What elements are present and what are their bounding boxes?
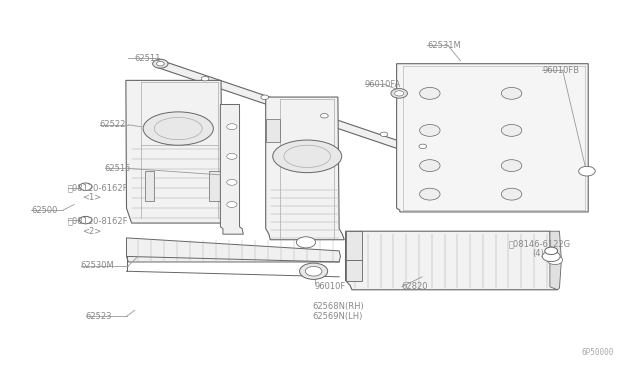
Polygon shape	[346, 260, 362, 280]
Circle shape	[547, 256, 563, 264]
Text: 62820: 62820	[402, 282, 428, 291]
Text: <1>: <1>	[82, 193, 101, 202]
Circle shape	[227, 153, 237, 159]
Text: Ⓑ08146-6122G: Ⓑ08146-6122G	[509, 239, 571, 248]
Text: 96010F: 96010F	[315, 282, 346, 291]
Circle shape	[501, 188, 522, 200]
Polygon shape	[550, 231, 561, 290]
Circle shape	[501, 160, 522, 171]
Text: 6P50000: 6P50000	[581, 348, 614, 357]
Circle shape	[79, 183, 92, 190]
Polygon shape	[346, 231, 362, 260]
Circle shape	[153, 59, 168, 68]
Text: 62530M: 62530M	[81, 261, 115, 270]
Polygon shape	[127, 238, 340, 262]
Text: Ⓑ08120-6162F: Ⓑ08120-6162F	[68, 183, 128, 192]
Circle shape	[420, 188, 440, 200]
Circle shape	[420, 87, 440, 99]
Circle shape	[296, 237, 316, 248]
Circle shape	[501, 125, 522, 137]
Text: 62511: 62511	[135, 54, 161, 62]
Polygon shape	[220, 105, 243, 234]
Circle shape	[380, 132, 388, 137]
Circle shape	[501, 87, 522, 99]
Circle shape	[321, 113, 328, 118]
Text: Ⓑ08120-8162F: Ⓑ08120-8162F	[68, 217, 128, 226]
Circle shape	[227, 179, 237, 185]
Circle shape	[227, 202, 237, 208]
Text: 62569N(LH): 62569N(LH)	[312, 312, 363, 321]
Text: 62523: 62523	[86, 312, 112, 321]
Polygon shape	[266, 119, 280, 141]
Ellipse shape	[273, 140, 342, 173]
Circle shape	[579, 166, 595, 176]
Text: 62500: 62500	[31, 206, 58, 215]
Circle shape	[395, 91, 404, 96]
Circle shape	[420, 125, 440, 137]
Text: 62531M: 62531M	[428, 41, 461, 50]
Polygon shape	[157, 62, 456, 166]
Ellipse shape	[143, 112, 213, 145]
Circle shape	[420, 160, 440, 171]
Circle shape	[542, 251, 560, 262]
Polygon shape	[266, 97, 344, 240]
Circle shape	[305, 266, 322, 276]
Circle shape	[79, 217, 92, 224]
Text: (4): (4)	[532, 249, 544, 258]
Circle shape	[545, 247, 557, 254]
Circle shape	[201, 77, 209, 81]
Circle shape	[391, 89, 408, 98]
Polygon shape	[145, 171, 154, 201]
Text: 62568N(RH): 62568N(RH)	[312, 302, 364, 311]
Text: 96010FA: 96010FA	[365, 80, 401, 89]
Circle shape	[261, 95, 269, 99]
Polygon shape	[126, 80, 228, 223]
Text: <2>: <2>	[82, 227, 101, 236]
Circle shape	[227, 124, 237, 130]
Polygon shape	[397, 64, 588, 212]
Circle shape	[157, 61, 164, 66]
Text: 62515: 62515	[105, 164, 131, 173]
Text: 96010FB: 96010FB	[542, 66, 579, 75]
Text: 62522: 62522	[100, 121, 126, 129]
Circle shape	[300, 263, 328, 279]
Polygon shape	[209, 171, 221, 201]
Polygon shape	[346, 231, 557, 290]
Circle shape	[419, 144, 427, 148]
